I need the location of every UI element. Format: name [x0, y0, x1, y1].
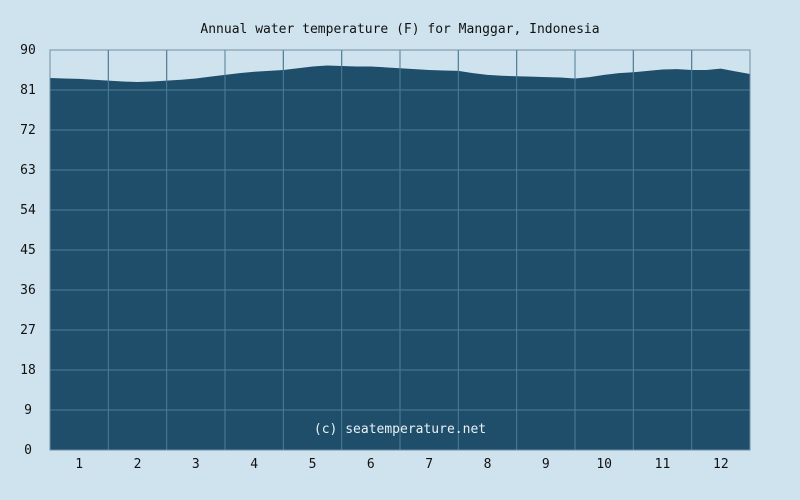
x-tick-label: 7: [425, 457, 433, 472]
plot-area: [49, 49, 751, 451]
watermark-text: (c) seatemperature.net: [314, 422, 486, 437]
y-tick-label: 54: [20, 203, 36, 218]
x-tick-label: 6: [367, 457, 375, 472]
x-tick-label: 12: [713, 457, 729, 472]
gridlines-overlay: [50, 50, 750, 450]
x-tick-label: 10: [596, 457, 612, 472]
x-tick-label: 2: [134, 457, 142, 472]
y-tick-label: 63: [20, 163, 36, 178]
x-tick-label: 8: [484, 457, 492, 472]
x-tick-label: 11: [655, 457, 671, 472]
x-tick-label: 9: [542, 457, 550, 472]
x-tick-label: 1: [75, 457, 83, 472]
y-tick-label: 81: [20, 83, 36, 98]
chart-title: Annual water temperature (F) for Manggar…: [200, 22, 599, 37]
y-tick-label: 0: [24, 443, 32, 458]
y-tick-label: 27: [20, 323, 36, 338]
y-tick-label: 9: [24, 403, 32, 418]
y-tick-label: 18: [20, 363, 36, 378]
x-axis-ticks: 1 2 3 4 5 6 7 8 9 10 11 12: [75, 457, 728, 472]
x-tick-label: 4: [250, 457, 258, 472]
y-axis-ticks: 0 9 18 27 36 45 54 63 72 81 90: [20, 43, 36, 458]
y-tick-label: 90: [20, 43, 36, 58]
y-tick-label: 45: [20, 243, 36, 258]
x-tick-label: 5: [309, 457, 317, 472]
y-tick-label: 36: [20, 283, 36, 298]
y-tick-label: 72: [20, 123, 36, 138]
plot-frame: [49, 49, 751, 451]
x-tick-label: 3: [192, 457, 200, 472]
